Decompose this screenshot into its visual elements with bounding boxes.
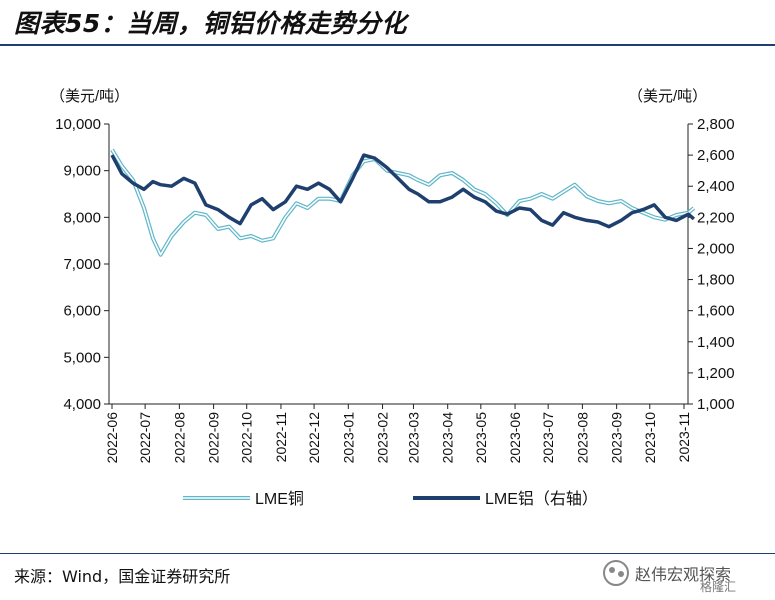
series-aluminum-line — [110, 153, 696, 229]
x-tick-label: 2023-04 — [440, 412, 456, 464]
y-right-tick-label: 1,600 — [697, 303, 735, 320]
y-left-tick-label: 10,000 — [55, 116, 101, 133]
y-right-tick-label: 2,800 — [697, 116, 735, 133]
x-tick-label: 2023-07 — [540, 412, 556, 464]
watermark-sub: 格隆汇 — [700, 580, 737, 594]
x-tick-label: 2023-03 — [405, 412, 421, 464]
watermark: 赵伟宏观探索 — [603, 560, 731, 586]
x-tick-label: 2022-11 — [273, 412, 289, 463]
bottom-rule — [0, 553, 775, 554]
series-group — [110, 148, 696, 257]
legend: LME铜 LME铝（右轴） — [183, 490, 598, 508]
x-tick-label: 2023-01 — [340, 412, 356, 464]
x-tick-label: 2023-08 — [574, 412, 590, 464]
legend-copy-label: LME铜 — [255, 490, 304, 508]
x-tick-label: 2022-07 — [137, 412, 153, 464]
y-right-tick-label: 1,000 — [697, 396, 735, 413]
chart-title: 图表55：当周，铜铝价格走势分化 — [14, 9, 407, 38]
y-left-tick-label: 8,000 — [63, 209, 101, 226]
y-right-tick-label: 1,200 — [697, 365, 735, 382]
y-right-tick-label: 1,800 — [697, 272, 735, 289]
y-right-tick-label: 2,400 — [697, 178, 735, 195]
series-copy-line-inner — [111, 149, 695, 256]
y-right-unit-label: （美元/吨） — [628, 88, 707, 105]
wechat-icon — [603, 560, 629, 586]
x-tick-label: 2022-09 — [206, 412, 222, 464]
y-left-tick-label: 5,000 — [63, 349, 101, 366]
y-left-unit-label: （美元/吨） — [50, 88, 129, 105]
x-tick-label: 2022-08 — [171, 412, 187, 464]
y-right-tick-label: 2,000 — [697, 240, 735, 257]
x-tick-label: 2022-06 — [104, 412, 120, 464]
y-right-tick-label: 2,600 — [697, 147, 735, 164]
x-tick-label: 2023-02 — [375, 412, 391, 464]
x-tick-label: 2023-09 — [609, 412, 625, 464]
chart: （美元/吨） （美元/吨） 10,000 9,000 8,000 7,000 6,000 5,… — [50, 88, 735, 508]
y-right-tick-label: 1,400 — [697, 334, 735, 351]
y-left-tick-label: 7,000 — [63, 256, 101, 273]
x-tick-label: 2023-11 — [676, 412, 692, 463]
legend-aluminum-label: LME铝（右轴） — [485, 490, 598, 508]
x-tick-label: 2023-05 — [473, 412, 489, 464]
x-tick-label: 2023-06 — [507, 412, 523, 464]
x-tick-label: 2022-12 — [306, 412, 322, 464]
watermark-name: 赵伟宏观探索 — [635, 565, 732, 584]
y-left-tick-label: 6,000 — [63, 303, 101, 320]
source-note: 来源：Wind，国金证券研究所 — [14, 567, 231, 586]
y-left-tick-label: 4,000 — [63, 396, 101, 413]
x-tick-label: 2022-10 — [239, 412, 255, 464]
x-tick-label: 2023-10 — [642, 412, 658, 464]
y-left-tick-label: 9,000 — [63, 163, 101, 180]
top-rule — [0, 44, 775, 46]
y-right-tick-label: 2,200 — [697, 209, 735, 226]
axes-group: （美元/吨） （美元/吨） 10,000 9,000 8,000 7,000 6,000 5,… — [50, 88, 735, 463]
